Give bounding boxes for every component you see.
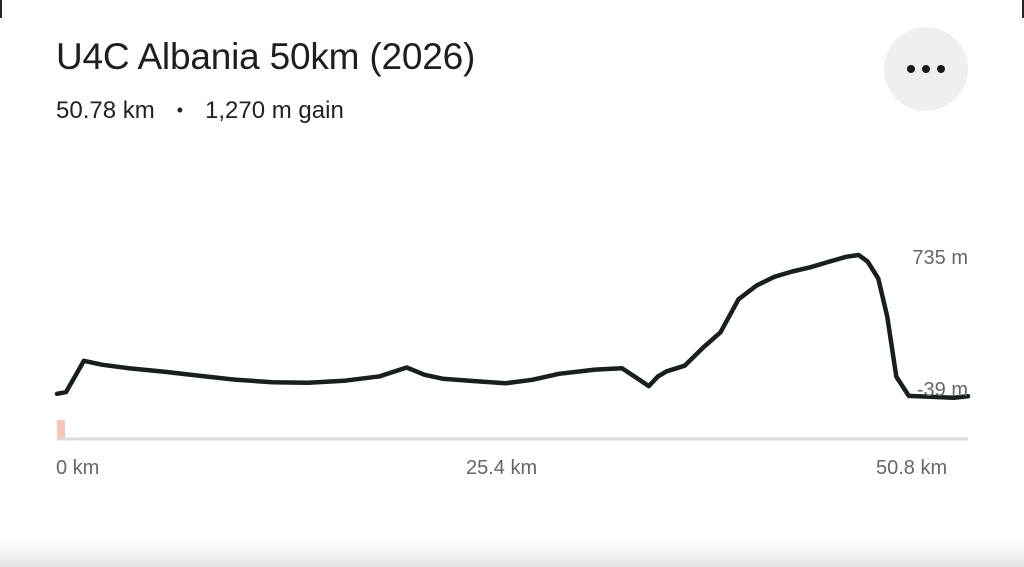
route-title: U4C Albania 50km (2026) xyxy=(56,36,476,77)
x-tick-end: 50.8 km xyxy=(876,457,948,479)
card-edge xyxy=(0,0,2,18)
more-options-button[interactable] xyxy=(884,27,968,111)
y-tick-min: -39 m xyxy=(916,379,968,401)
elevation-line xyxy=(54,252,971,400)
ellipsis-icon xyxy=(922,65,930,73)
card-edge xyxy=(1022,0,1024,18)
route-stats: 50.78 km • 1,270 m gain xyxy=(56,97,344,125)
x-tick-mid: 25.4 km xyxy=(466,457,538,479)
y-tick-max: 735 m xyxy=(912,247,968,269)
route-elevation-gain: 1,270 m gain xyxy=(205,97,344,124)
start-marker xyxy=(57,420,65,439)
route-distance: 50.78 km xyxy=(56,97,155,124)
card-bottom-shadow xyxy=(0,541,1024,567)
ellipsis-icon xyxy=(937,65,945,73)
ellipsis-icon xyxy=(907,65,915,73)
x-tick-start: 0 km xyxy=(56,457,100,479)
separator-dot: • xyxy=(176,99,184,120)
